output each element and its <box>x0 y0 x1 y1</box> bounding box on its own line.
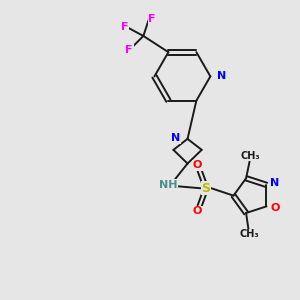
Text: F: F <box>121 22 128 32</box>
Text: CH₃: CH₃ <box>239 230 259 239</box>
Text: S: S <box>202 182 211 195</box>
Text: N: N <box>270 178 279 188</box>
Text: F: F <box>125 44 133 55</box>
Text: O: O <box>193 160 202 170</box>
Text: NH: NH <box>159 180 178 190</box>
Text: O: O <box>193 206 202 216</box>
Text: CH₃: CH₃ <box>240 151 260 161</box>
Text: N: N <box>171 133 180 143</box>
Text: N: N <box>217 71 226 81</box>
Text: O: O <box>270 203 279 213</box>
Text: F: F <box>148 14 156 24</box>
